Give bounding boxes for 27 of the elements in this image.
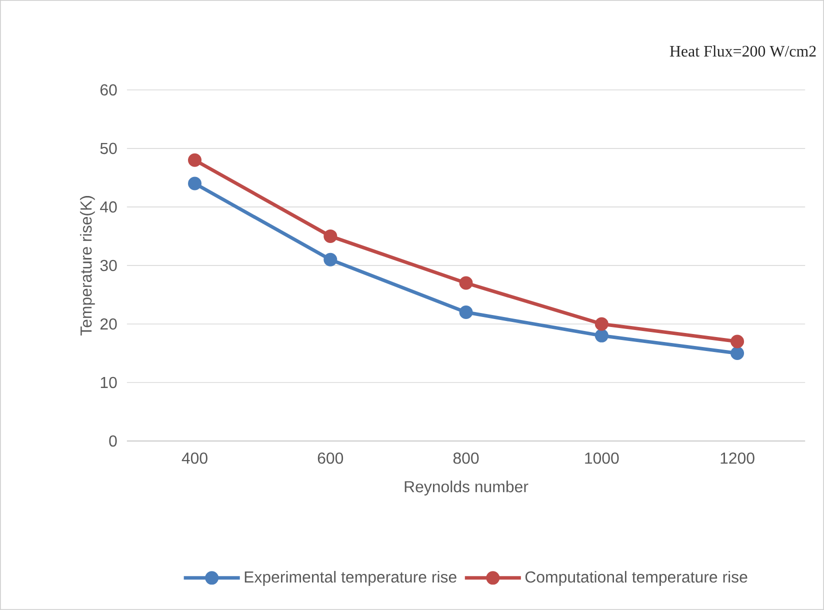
legend-label: Experimental temperature rise bbox=[244, 570, 456, 586]
y-tick-label: 40 bbox=[100, 201, 117, 213]
x-axis-title: Reynolds number bbox=[404, 480, 528, 496]
y-tick-label: 50 bbox=[100, 142, 117, 154]
y-tick-label: 30 bbox=[100, 260, 117, 272]
x-tick-label: 800 bbox=[453, 452, 479, 464]
y-tick-label: 20 bbox=[100, 318, 117, 330]
legend-label: Computational temperature rise bbox=[525, 570, 748, 586]
point bbox=[188, 176, 202, 190]
point bbox=[324, 252, 338, 266]
point bbox=[459, 276, 473, 290]
point bbox=[730, 346, 744, 360]
x-tick-label: 600 bbox=[318, 452, 344, 464]
y-axis-title: Temperature rise(K) bbox=[80, 196, 95, 336]
x-tick-label: 1200 bbox=[720, 452, 754, 464]
point bbox=[594, 317, 608, 331]
point bbox=[324, 229, 338, 243]
point bbox=[188, 153, 202, 167]
point bbox=[594, 328, 608, 342]
y-tick-label: 10 bbox=[100, 376, 117, 388]
point bbox=[730, 334, 744, 348]
y-tick-label: 60 bbox=[100, 84, 117, 96]
x-tick-label: 1000 bbox=[585, 452, 619, 464]
point bbox=[459, 306, 473, 320]
text: Heat Flux=200 W/cm2 bbox=[670, 45, 816, 57]
x-tick-label: 400 bbox=[182, 452, 208, 464]
y-tick-label: 0 bbox=[109, 435, 117, 447]
